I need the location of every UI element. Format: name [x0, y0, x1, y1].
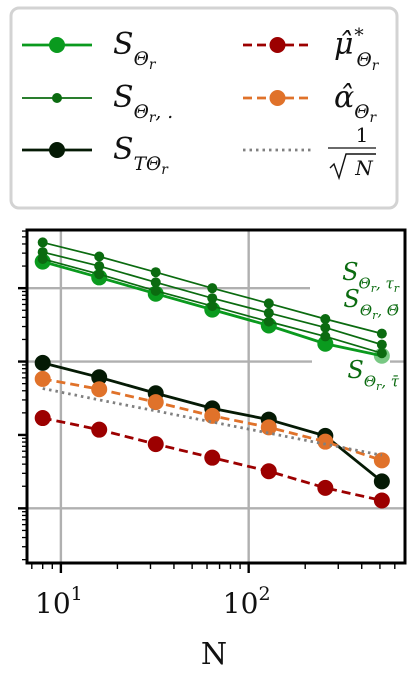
legend-entry-alpha_hat: α̂Θr: [243, 80, 378, 126]
series-layer: [34, 237, 390, 509]
data-point-s_theta_dot_tau_bar-4: [263, 316, 274, 327]
data-point-s_theta_dot_theta-4: [263, 307, 274, 318]
data-point-alpha_hat-6: [373, 452, 390, 469]
legend-entry-s_theta_dot_tau: SΘr, .: [22, 80, 173, 126]
legend-frame: [9, 6, 399, 210]
data-point-s_theta_dot_tau-3: [207, 283, 218, 294]
series-inv_sqrt_n: [42, 387, 383, 457]
series-s_theta_dot_theta: [37, 247, 387, 350]
legend-entry-mu_hat_star: μ̂* Θr: [243, 25, 380, 74]
x-axis-label: N: [201, 637, 227, 672]
data-point-s_theta_dot_theta-3: [207, 293, 218, 304]
legend-marker-s_theta_dot_tau: [52, 93, 62, 103]
data-point-s_theta_dot_tau-4: [263, 298, 274, 309]
series-s_theta_dot_tau: [37, 237, 387, 339]
annotation-backdrop-0: [310, 254, 406, 320]
legend-label-s_theta_dot_tau: SΘr, .: [113, 80, 173, 126]
data-point-s_theta_dot_tau_bar-5: [320, 331, 331, 342]
data-point-alpha_hat-5: [317, 433, 334, 450]
x-axis-ticks: 101 102: [31, 563, 396, 620]
legend-marker-s_theta_r: [49, 37, 65, 53]
series-annotation-s_theta_dot_theta: SΘr, Θ̄: [343, 285, 399, 322]
series-mu_hat_star: [34, 410, 390, 509]
legend-fraction-denominator: N: [354, 156, 374, 180]
series-annotation-s_theta_dot_tau_bar: SΘr, τ̄: [347, 356, 399, 393]
data-point-alpha_hat-0: [34, 370, 51, 387]
legend-entry-s_theta_r: SΘr: [22, 27, 157, 73]
legend-label-s_theta_r: SΘr: [113, 27, 157, 73]
data-point-s_theta_dot_tau_bar-0: [37, 253, 48, 264]
data-point-s_theta_dot_tau-0: [37, 237, 48, 248]
legend-entry-s_t_theta_r: STΘr: [22, 132, 169, 178]
data-point-s_t_theta_r-1: [91, 369, 108, 386]
data-point-mu_hat_star-1: [91, 421, 108, 438]
legend-fraction-numerator: 1: [356, 123, 369, 147]
series-line-inv_sqrt_n: [42, 387, 383, 457]
data-point-s_theta_dot_tau-1: [94, 251, 105, 262]
legend-entry-inv_sqrt_n: 1N: [243, 123, 376, 181]
data-point-alpha_hat-2: [147, 394, 164, 411]
data-point-mu_hat_star-4: [260, 463, 277, 480]
legend-marker-s_t_theta_r: [49, 142, 65, 158]
data-point-s_theta_dot_tau_bar-1: [94, 269, 105, 280]
data-point-s_theta_dot_tau_bar-3: [207, 301, 218, 312]
data-point-s_t_theta_r-6: [373, 473, 390, 490]
series-alpha_hat: [34, 370, 390, 469]
sqrt-radical-icon: [329, 153, 376, 181]
data-point-s_theta_r-5: [317, 335, 334, 352]
legend-label-alpha_hat: α̂Θr: [334, 80, 378, 126]
data-point-s_theta_dot_theta-1: [94, 261, 105, 272]
data-point-mu_hat_star-2: [147, 436, 164, 453]
data-point-s_theta_dot_theta-0: [37, 247, 48, 258]
data-point-s_theta_dot_tau_bar-2: [150, 285, 161, 296]
data-point-alpha_hat-3: [204, 407, 221, 424]
x-tick-label-1: 102: [223, 583, 271, 620]
data-point-s_theta_dot_tau-6: [376, 328, 387, 339]
data-point-mu_hat_star-5: [317, 479, 334, 496]
data-point-s_t_theta_r-0: [34, 354, 51, 371]
y-axis-ticks: [18, 230, 27, 561]
data-point-s_theta_dot_tau-2: [150, 267, 161, 278]
data-point-s_theta_dot_tau-5: [320, 313, 331, 324]
plot-frame: [25, 228, 407, 565]
data-point-alpha_hat-4: [260, 419, 277, 436]
data-point-s_theta_dot_tau_bar-6: [376, 348, 387, 359]
x-tick-label-0: 101: [35, 583, 83, 620]
legend-label-mu_hat_star: μ̂* Θr: [334, 25, 380, 74]
annotation-backdrop-1: [312, 357, 390, 391]
data-point-mu_hat_star-0: [34, 410, 51, 427]
annotation-backgrounds: [310, 254, 406, 391]
series-annotation-s_theta_dot_tau: SΘr, τr: [342, 258, 400, 295]
data-point-mu_hat_star-3: [204, 449, 221, 466]
series-s_theta_dot_tau_bar: [37, 253, 387, 359]
legend-marker-alpha_hat: [269, 90, 286, 106]
data-point-alpha_hat-1: [91, 381, 108, 398]
data-point-s_theta_dot_theta-2: [150, 277, 161, 288]
data-point-s_theta_dot_theta-6: [376, 339, 387, 350]
legend-marker-mu_hat_star: [269, 37, 286, 53]
data-point-mu_hat_star-6: [373, 492, 390, 509]
legend-label-s_t_theta_r: STΘr: [113, 132, 169, 178]
data-point-s_theta_dot_theta-5: [320, 322, 331, 333]
